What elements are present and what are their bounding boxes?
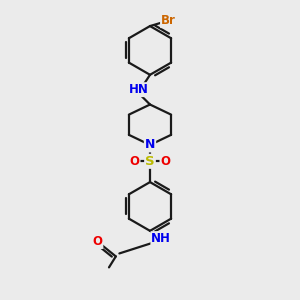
- Text: HN: HN: [129, 83, 148, 96]
- Text: S: S: [145, 155, 155, 168]
- Text: O: O: [92, 235, 102, 248]
- Text: NH: NH: [152, 232, 171, 245]
- Text: O: O: [160, 155, 170, 168]
- Text: O: O: [130, 155, 140, 168]
- Text: Br: Br: [161, 14, 176, 27]
- Text: N: N: [145, 138, 155, 152]
